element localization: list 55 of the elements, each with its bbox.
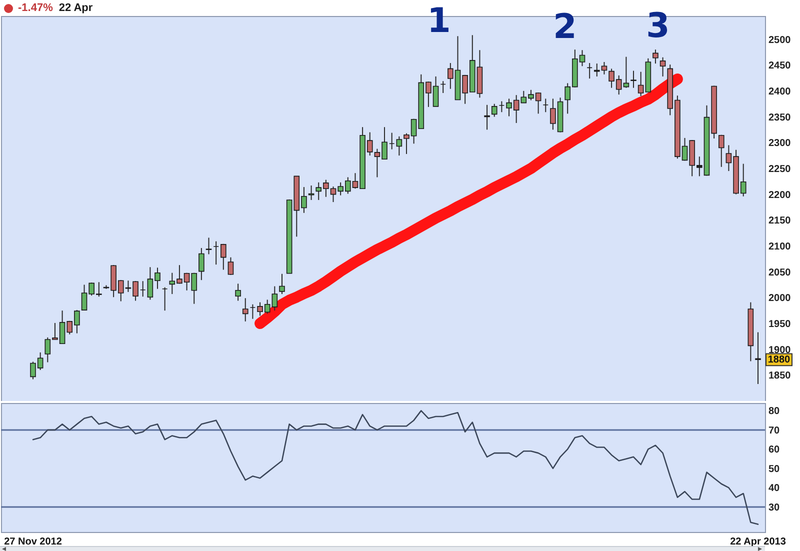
candlestick: [498, 100, 505, 113]
candlestick: [279, 273, 285, 295]
y-tick-label: 70: [768, 425, 780, 436]
candlestick: [272, 286, 278, 312]
candlestick: [388, 132, 395, 150]
candlestick: [162, 286, 168, 312]
y-tick-label: 2400: [768, 86, 792, 98]
candlestick: [652, 49, 658, 64]
y-tick-label: 2350: [768, 112, 792, 124]
chart-subtitle: 22 Apr: [58, 2, 93, 14]
y-tick-label: 2050: [768, 267, 792, 278]
candlestick: [491, 103, 498, 118]
chart-title: -1.47%: [18, 2, 53, 14]
candlestick: [718, 134, 724, 168]
y-tick-label: 50: [768, 464, 780, 475]
y-tick-label: 1950: [768, 318, 792, 330]
y-tick-label: 30: [768, 502, 780, 514]
candlestick: [250, 304, 256, 320]
x-tick-label: 22 Apr 2013: [730, 536, 786, 548]
annotation: 3: [646, 6, 670, 46]
candlestick: [228, 256, 234, 276]
y-tick-label: 40: [768, 483, 780, 494]
candlestick: [440, 80, 446, 94]
y-tick-label: 2100: [768, 241, 792, 252]
y-tick-label: 2000: [768, 293, 792, 304]
y-tick-label: 60: [768, 444, 780, 456]
candlestick: [755, 332, 761, 384]
candlestick: [140, 280, 146, 298]
candlestick: [235, 283, 241, 302]
y-tick-label: 80: [768, 406, 780, 418]
candlestick: [242, 298, 248, 322]
candlestick: [396, 136, 402, 156]
annotation: 2: [553, 7, 577, 47]
candlestick: [542, 98, 549, 113]
y-tick-label: 2250: [768, 164, 792, 175]
candlestick: [198, 248, 204, 281]
candlestick: [484, 104, 490, 130]
line-series: [32, 410, 759, 525]
y-tick-label: 2200: [768, 190, 792, 201]
annotation: 1: [427, 1, 451, 41]
y-tick-label: 2500: [768, 34, 792, 46]
y-tick-label: 2150: [768, 216, 792, 227]
text: 1880: [768, 354, 791, 366]
y-tick-label: 2300: [768, 138, 792, 150]
x-tick-label: 27 Nov 2012: [4, 536, 62, 548]
candlestick: [638, 71, 644, 97]
candlestick: [213, 240, 219, 266]
y-tick-label: 2450: [768, 60, 792, 72]
y-tick-label: 1850: [768, 370, 792, 382]
y-tick-label: 1900: [768, 344, 792, 356]
candlestick: [630, 70, 636, 88]
candlestick: [660, 56, 666, 77]
candlestick: [206, 237, 212, 255]
candlestick: [220, 243, 226, 270]
candlestick: [586, 62, 592, 80]
